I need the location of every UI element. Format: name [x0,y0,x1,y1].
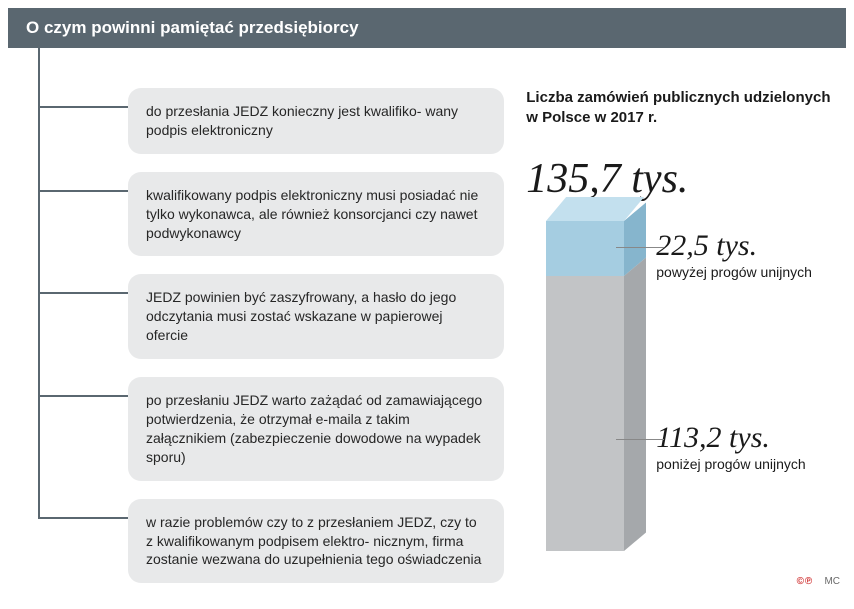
item-list: do przesłania JEDZ konieczny jest kwalif… [8,48,504,583]
bar-segment-side [624,257,646,550]
item-box: kwalifikowany podpis elektroniczny musi … [128,172,504,257]
list-item: w razie problemów czy to z przesłaniem J… [8,499,504,584]
item-box: w razie problemów czy to z przesłaniem J… [128,499,504,584]
item-box: JEDZ powinien być zaszyfrowany, a hasło … [128,274,504,359]
list-item: JEDZ powinien być zaszyfrowany, a hasło … [8,274,504,359]
list-item: kwalifikowany podpis elektroniczny musi … [8,172,504,257]
connector-horizontal [38,190,128,192]
bar-segment-front [546,276,624,551]
callout-label: poniżej progów unijnych [656,455,805,473]
footer: ©℗ MC [797,576,840,587]
footer-credit: MC [824,576,840,587]
callout-line [616,247,664,248]
chart-total: 135,7 tys. [526,155,846,203]
callout-value: 113,2 tys. [656,421,805,455]
connector-horizontal [38,292,128,294]
bar-chart: 22,5 tys. powyżej progów unijnych 113,2 … [526,221,846,581]
right-column: Liczba zamówień publicznych udzielonych … [504,48,846,601]
chart-title: Liczba zamówień publicznych udzielonych … [526,88,846,129]
callout: 113,2 tys. poniżej progów unijnych [656,421,805,473]
header-bar: O czym powinni pamiętać przedsiębiorcy [8,8,846,48]
header-title: O czym powinni pamiętać przedsiębiorcy [26,18,359,37]
list-item: po przesłaniu JEDZ warto zażądać od zama… [8,377,504,481]
copyright-mark: ©℗ [797,576,814,587]
callout-label: powyżej progów unijnych [656,263,812,281]
content: do przesłania JEDZ konieczny jest kwalif… [0,48,854,609]
connector-horizontal [38,106,128,108]
item-box: do przesłania JEDZ konieczny jest kwalif… [128,88,504,154]
callout-value: 22,5 tys. [656,229,812,263]
connector-horizontal [38,395,128,397]
callout: 22,5 tys. powyżej progów unijnych [656,229,812,281]
item-box: po przesłaniu JEDZ warto zażądać od zama… [128,377,504,481]
left-column: do przesłania JEDZ konieczny jest kwalif… [8,48,504,601]
list-item: do przesłania JEDZ konieczny jest kwalif… [8,88,504,154]
callout-line [616,439,664,440]
connector-horizontal [38,517,128,519]
bar-segment-front [546,221,624,276]
